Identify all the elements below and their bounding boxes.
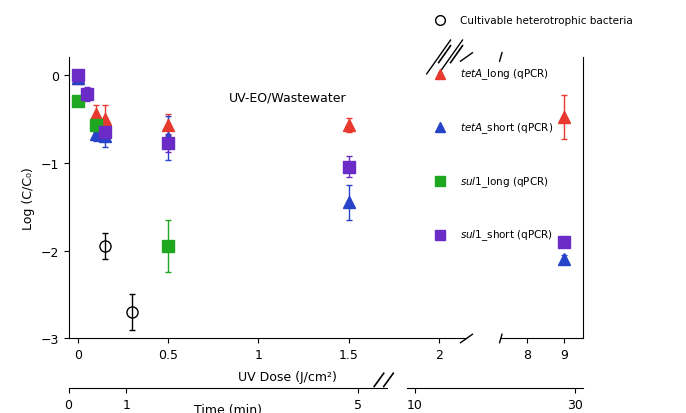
Text: $tetA$_long (qPCR): $tetA$_long (qPCR): [460, 67, 549, 82]
Text: Time (min): Time (min): [193, 403, 262, 413]
Text: $sul1$_short (qPCR): $sul1$_short (qPCR): [460, 228, 553, 243]
Text: $sul1$_long (qPCR): $sul1$_long (qPCR): [460, 174, 548, 189]
Text: Cultivable heterotrophic bacteria: Cultivable heterotrophic bacteria: [460, 16, 632, 26]
Text: $tetA$_short (qPCR): $tetA$_short (qPCR): [460, 121, 553, 135]
Text: UV-EO/Wastewater: UV-EO/Wastewater: [228, 92, 346, 104]
Text: UV Dose (J/cm²): UV Dose (J/cm²): [238, 370, 337, 383]
Y-axis label: Log (C/C₀): Log (C/C₀): [22, 167, 35, 230]
